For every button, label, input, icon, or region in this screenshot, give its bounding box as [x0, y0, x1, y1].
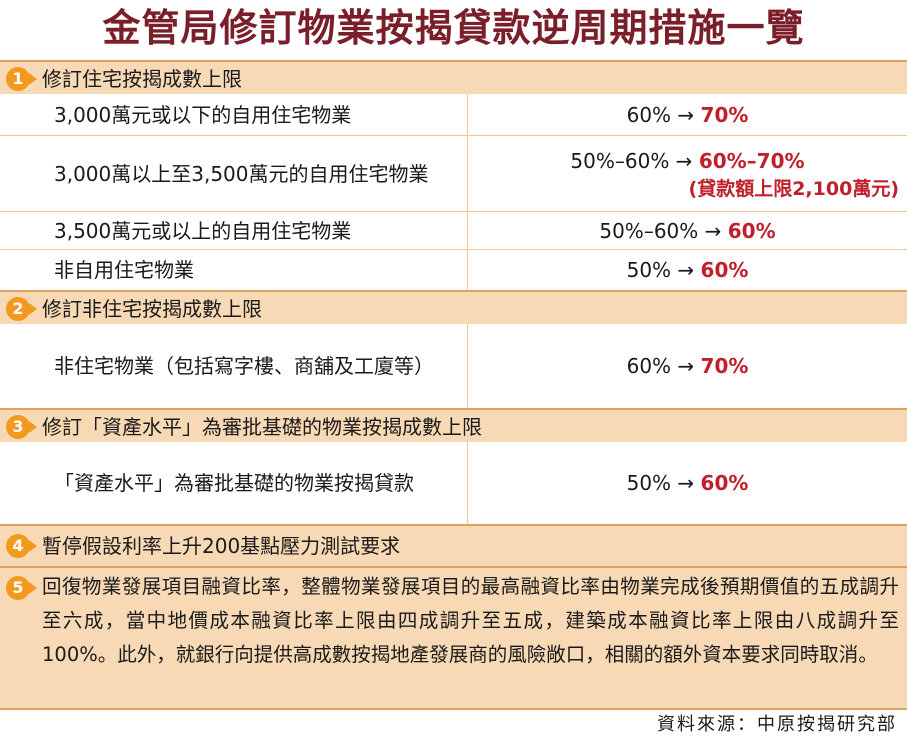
section-label: 回復物業發展項目融資比率，整體物業發展項目的最高融資比率由物業完成後預期價值的五… — [42, 575, 899, 666]
row-ratio: 60% → 70% — [468, 324, 907, 408]
table-row: 非自用住宅物業 50% → 60% — [0, 250, 907, 290]
table-row: 「資產水平」為審批基礎的物業按揭貸款 50% → 60% — [0, 442, 907, 524]
row-description: 「資產水平」為審批基礎的物業按揭貸款 — [54, 471, 414, 495]
section-3-header: 3 修訂「資產水平」為審批基礎的物業按揭成數上限 — [0, 408, 907, 442]
section-number-badge: 5 — [6, 576, 37, 600]
table-row: 非住宅物業（包括寫字樓、商舖及工廈等） 60% → 70% — [0, 324, 907, 408]
new-ratio: 60% — [700, 258, 749, 282]
table-row: 3,000萬以上至3,500萬元的自用住宅物業 50%–60% → 60%–70… — [0, 136, 907, 212]
row-ratio: 50%–60% → 60% — [468, 212, 907, 249]
old-ratio: 60% → — [626, 102, 701, 127]
row-ratio: 50%–60% → 60%–70% (貸款額上限2,100萬元) — [468, 136, 907, 211]
row-description: 非自用住宅物業 — [54, 258, 194, 282]
new-ratio: 70% — [700, 354, 749, 378]
section-number-badge: 2 — [6, 297, 37, 321]
new-ratio: 70% — [700, 102, 749, 127]
row-description: 非住宅物業（包括寫字樓、商舖及工廈等） — [54, 354, 434, 378]
table-row: 3,000萬元或以下的自用住宅物業 60% → 70% — [0, 94, 907, 136]
section-label: 修訂非住宅按揭成數上限 — [42, 297, 262, 321]
bottom-divider — [0, 708, 907, 710]
row-ratio: 50% → 60% — [468, 250, 907, 290]
table-row: 3,500萬元或以上的自用住宅物業 50%–60% → 60% — [0, 212, 907, 250]
section-label: 修訂「資產水平」為審批基礎的物業按揭成數上限 — [42, 415, 482, 439]
loan-cap-note: (貸款額上限2,100萬元) — [688, 177, 899, 200]
new-ratio: 60% — [700, 471, 749, 495]
old-ratio: 60% → — [626, 354, 701, 378]
row-ratio: 50% → 60% — [468, 442, 907, 524]
section-4-header: 4 暫停假設利率上升200基點壓力測試要求 — [0, 524, 907, 566]
source-credit: 資料來源：中原按揭研究部 — [657, 714, 897, 735]
section-number-badge: 1 — [6, 67, 37, 91]
old-ratio: 50%–60% → — [599, 218, 728, 243]
row-description: 3,000萬以上至3,500萬元的自用住宅物業 — [54, 161, 429, 186]
row-description: 3,000萬元或以下的自用住宅物業 — [54, 102, 352, 127]
section-1-header: 1 修訂住宅按揭成數上限 — [0, 60, 907, 94]
new-ratio: 60%–70% — [698, 148, 805, 173]
section-number-badge: 3 — [6, 415, 37, 439]
section-number-badge: 4 — [6, 534, 37, 558]
row-description: 3,500萬元或以上的自用住宅物業 — [54, 218, 352, 243]
section-label: 暫停假設利率上升200基點壓力測試要求 — [42, 534, 401, 558]
old-ratio: 50%–60% → — [570, 148, 699, 173]
page-title: 金管局修訂物業按揭貸款逆周期措施一覽 — [102, 5, 805, 50]
old-ratio: 50% → — [626, 258, 701, 282]
old-ratio: 50% → — [626, 471, 701, 495]
section-2-header: 2 修訂非住宅按揭成數上限 — [0, 290, 907, 324]
row-ratio: 60% → 70% — [468, 94, 907, 135]
new-ratio: 60% — [727, 218, 776, 243]
section-label: 修訂住宅按揭成數上限 — [42, 67, 242, 91]
section-5-paragraph: 5 回復物業發展項目融資比率，整體物業發展項目的最高融資比率由物業完成後預期價值… — [0, 566, 907, 708]
